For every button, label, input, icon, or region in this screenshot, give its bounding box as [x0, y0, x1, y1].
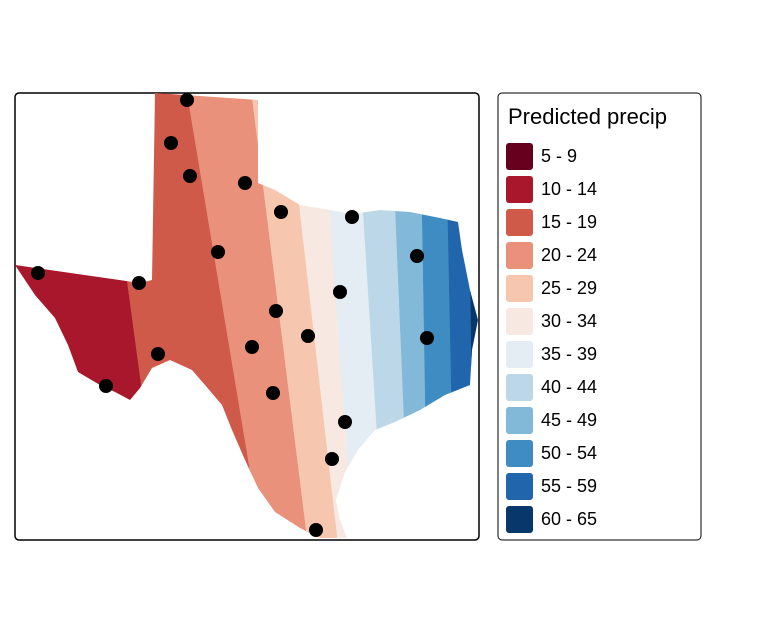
station	[333, 285, 347, 299]
legend-items: 5 - 9 10 - 14 15 - 19 20 - 24 25 - 29 30 - 34…	[506, 143, 597, 533]
station	[245, 340, 259, 354]
station	[238, 176, 252, 190]
station	[269, 304, 283, 318]
station	[420, 331, 434, 345]
station	[183, 169, 197, 183]
legend-label: 25 - 29	[541, 278, 597, 298]
legend-swatch	[506, 143, 533, 170]
legend-swatch	[506, 440, 533, 467]
legend-label: 15 - 19	[541, 212, 597, 232]
legend-label: 50 - 54	[541, 443, 597, 463]
station	[338, 415, 352, 429]
station	[164, 136, 178, 150]
station	[31, 266, 45, 280]
station	[266, 386, 280, 400]
station	[301, 329, 315, 343]
station	[132, 276, 146, 290]
legend-label: 35 - 39	[541, 344, 597, 364]
legend-label: 45 - 49	[541, 410, 597, 430]
legend-swatch	[506, 209, 533, 236]
legend-label: 40 - 44	[541, 377, 597, 397]
legend-label: 60 - 65	[541, 509, 597, 529]
legend-swatch	[506, 242, 533, 269]
precip-band	[249, 93, 341, 538]
station	[211, 245, 225, 259]
legend-label: 30 - 34	[541, 311, 597, 331]
legend-swatch	[506, 374, 533, 401]
legend-swatch	[506, 341, 533, 368]
legend-swatch	[506, 308, 533, 335]
legend-swatch	[506, 473, 533, 500]
legend-label: 55 - 59	[541, 476, 597, 496]
legend-label: 20 - 24	[541, 245, 597, 265]
station	[99, 379, 113, 393]
station	[180, 93, 194, 107]
station	[309, 523, 323, 537]
legend-swatch	[506, 506, 533, 533]
legend-box	[497, 92, 702, 541]
legend-swatch	[506, 407, 533, 434]
station	[274, 205, 288, 219]
legend-title: Predicted precip	[508, 104, 667, 129]
station	[325, 452, 339, 466]
station	[345, 210, 359, 224]
legend-swatch	[506, 275, 533, 302]
station	[410, 249, 424, 263]
legend-swatch	[506, 176, 533, 203]
legend-label: 10 - 14	[541, 179, 597, 199]
station	[151, 347, 165, 361]
legend-label: 5 - 9	[541, 146, 577, 166]
stations	[31, 93, 434, 537]
precip-band	[184, 93, 311, 538]
